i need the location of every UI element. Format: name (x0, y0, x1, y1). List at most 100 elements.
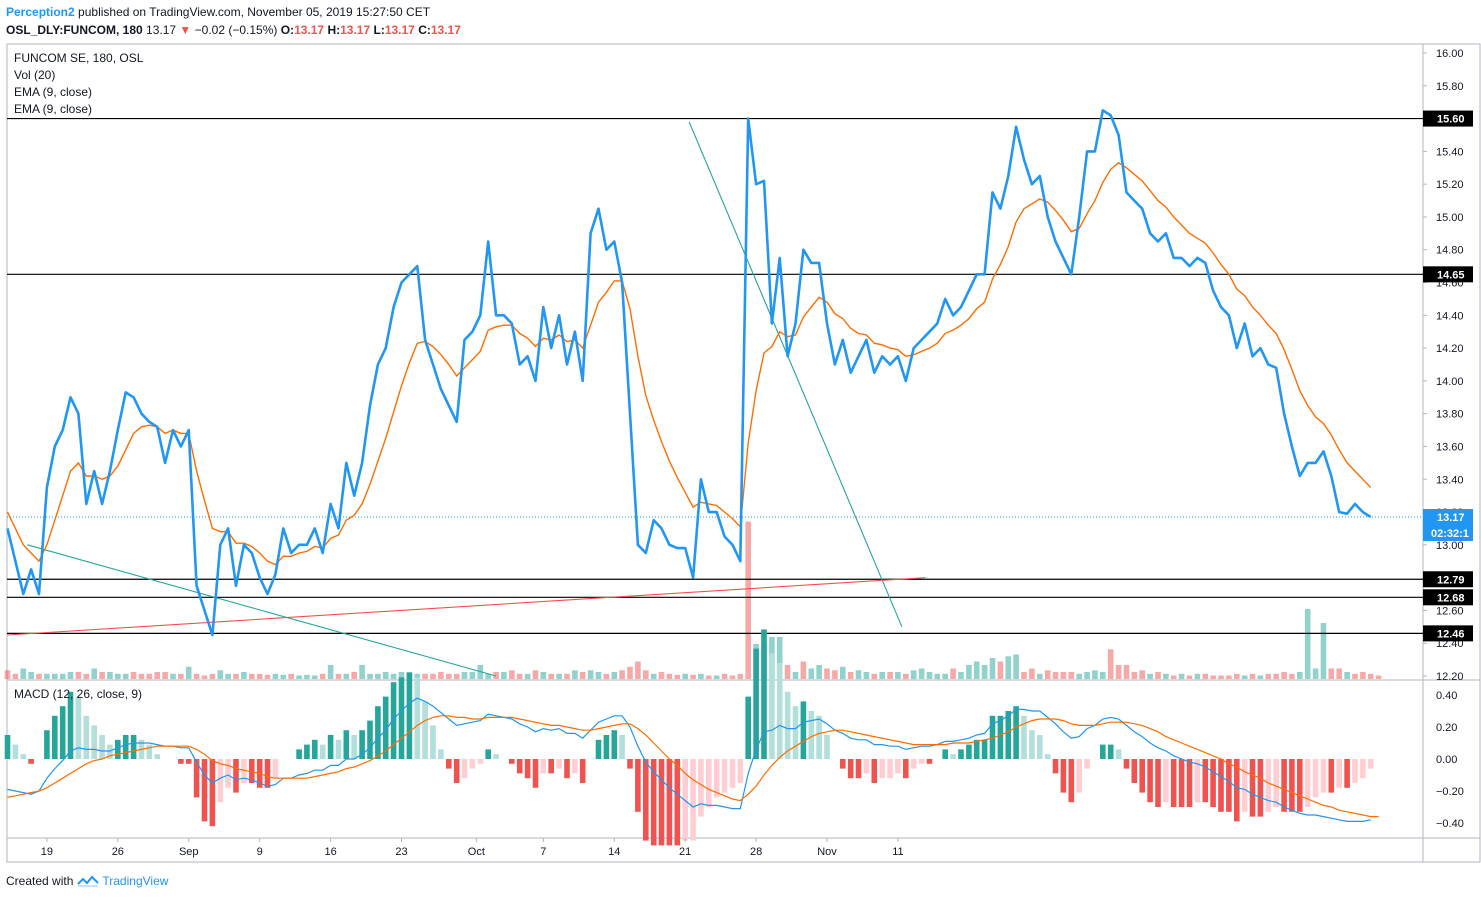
volume-bar (1367, 673, 1374, 680)
volume-bar (737, 673, 744, 680)
macd-histogram-bar (319, 744, 326, 759)
volume-bar (1312, 668, 1319, 679)
volume-bar (855, 670, 862, 680)
macd-histogram-bar (209, 759, 216, 827)
price-tick-label: 13.00 (1436, 540, 1464, 552)
low-value: 13.17 (384, 23, 415, 37)
macd-histogram-bar (958, 749, 964, 759)
macd-histogram-bar (698, 759, 704, 817)
high-label: H: (327, 23, 341, 37)
volume-bar (1068, 672, 1075, 679)
macd-histogram-bar (327, 735, 334, 759)
macd-histogram-bar (130, 735, 137, 759)
macd-histogram-bar (627, 759, 633, 769)
volume-bar (540, 672, 547, 679)
macd-histogram-bar (1147, 759, 1153, 803)
volume-bar (729, 675, 736, 679)
macd-histogram-bar (816, 715, 822, 759)
volume-bar (1241, 675, 1248, 679)
time-tick-label: Oct (468, 846, 485, 858)
volume-bar (296, 675, 302, 679)
tradingview-brand[interactable]: TradingView (102, 874, 169, 888)
legend-macd: MACD (12, 26, close, 9) (14, 687, 142, 701)
price-tick-label: 13.60 (1436, 441, 1464, 453)
volume-bar (713, 675, 720, 679)
macd-histogram-bar (824, 735, 830, 759)
macd-histogram-bar (509, 759, 515, 764)
volume-bar (745, 521, 751, 679)
macd-histogram-bar (989, 715, 996, 759)
author-link[interactable]: Perception2 (6, 5, 75, 19)
volume-bar (556, 673, 562, 680)
volume-bar (627, 666, 633, 680)
macd-histogram-bar (800, 701, 807, 759)
macd-histogram-bar (1273, 759, 1279, 807)
macd-histogram-bar (264, 759, 271, 788)
volume-bar (847, 672, 854, 679)
macd-histogram-bar (713, 759, 720, 798)
macd-histogram-bar (375, 706, 381, 759)
macd-histogram-bar (1013, 706, 1019, 759)
macd-histogram-bar (808, 711, 815, 759)
volume-bar (1375, 675, 1382, 679)
macd-histogram-bar (304, 744, 310, 759)
price-change: −0.02 (−0.15%) (194, 23, 278, 37)
time-tick-label: 21 (679, 846, 691, 858)
volume-bar (824, 668, 830, 679)
volume-bar (548, 673, 554, 680)
macd-histogram-bar (658, 759, 665, 846)
macd-histogram-bar (1186, 759, 1193, 807)
legend-ema-2: EMA (9, close) (14, 102, 92, 116)
price-tick-label: 14.80 (1436, 245, 1464, 257)
tradingview-logo-icon (77, 875, 100, 887)
level-label: 14.65 (1437, 269, 1465, 281)
macd-histogram-bar (556, 759, 562, 769)
macd-histogram-bar (855, 759, 862, 779)
volume-bar (989, 658, 996, 679)
volume-bar (698, 673, 704, 680)
macd-histogram-bar (351, 735, 357, 759)
level-label-box (1423, 266, 1473, 283)
price-tick-label: 12.60 (1436, 605, 1464, 617)
macd-histogram-bar (67, 691, 74, 759)
time-tick-label: Sep (179, 846, 199, 858)
volume-bar (1021, 672, 1027, 679)
volume-bar (595, 672, 602, 679)
volume-bar (619, 670, 625, 680)
volume-bar (67, 672, 74, 679)
time-tick-label: 26 (112, 846, 124, 858)
volume-bar (587, 670, 594, 680)
volume-bar (272, 673, 279, 680)
bar-countdown: 02:32:1 (1431, 528, 1469, 540)
legend-ema-1: EMA (9, close) (14, 85, 92, 99)
volume-bar (327, 665, 334, 679)
macd-histogram-bar (146, 744, 153, 759)
macd-histogram-bar (1084, 759, 1090, 769)
volume-bar (398, 672, 405, 679)
volume-bar (44, 673, 50, 680)
macd-histogram-bar (382, 696, 389, 759)
volume-bar (390, 673, 397, 680)
last-price-box (1423, 508, 1473, 541)
macd-histogram-bar (903, 759, 909, 779)
volume-bar (1273, 673, 1279, 680)
volume-bar (241, 672, 247, 679)
volume-bar (52, 673, 58, 680)
macd-histogram-bar (1005, 711, 1012, 759)
macd-tick-label: −0.40 (1436, 818, 1464, 830)
macd-histogram-bar (784, 691, 791, 759)
macd-histogram-bar (225, 759, 231, 788)
volume-bar (1115, 665, 1122, 679)
volume-bar (1289, 673, 1295, 680)
macd-histogram-bar (1068, 759, 1075, 803)
volume-bar (926, 672, 933, 679)
macd-histogram-bar (367, 720, 373, 759)
volume-bar (579, 672, 586, 679)
trend-line-decline (27, 544, 497, 677)
volume-bar (958, 672, 964, 679)
volume-bar (1249, 673, 1256, 680)
volume-bar (115, 673, 121, 680)
macd-histogram-bar (1367, 759, 1374, 769)
macd-histogram-bar (430, 725, 436, 759)
